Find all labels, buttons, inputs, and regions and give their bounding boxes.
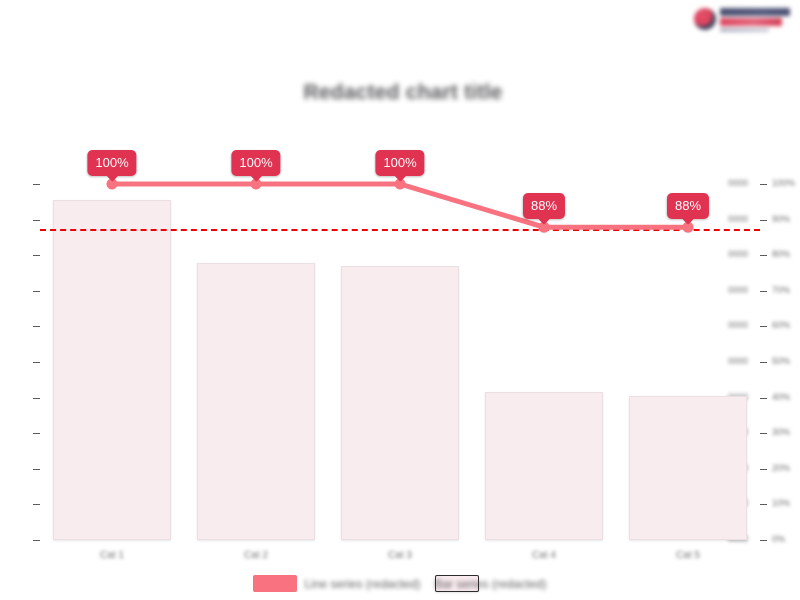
y-axis-label-left: 0000 (727, 356, 748, 366)
y-axis-label-right: 90% (772, 213, 791, 224)
y-axis-tick-right (760, 362, 767, 363)
x-axis-label: Cat 3 (388, 550, 412, 561)
y-axis-tick-left (33, 540, 40, 541)
legend-swatch-bar (434, 575, 479, 592)
y-axis-tick-left (33, 468, 40, 470)
y-axis-tick-left (33, 326, 40, 328)
y-axis-label-right: 80% (772, 249, 791, 260)
y-axis-label-right: 60% (772, 320, 791, 331)
y-axis-label-left: 0000 (727, 213, 748, 224)
threshold-line (40, 229, 760, 232)
y-axis-tick-right (760, 219, 767, 221)
plot-area: 0000 100% 0000 90% 0000 80% 0000 70% 0000 60% 0000… (33, 150, 795, 561)
y-axis-tick-right (760, 540, 767, 541)
value-badge: 88% (666, 193, 710, 220)
value-badge: 100% (87, 150, 137, 176)
y-axis-tick-left (33, 184, 40, 185)
y-axis-label-right: 100% (772, 178, 796, 188)
value-badge: 88% (522, 193, 566, 220)
bar (197, 262, 315, 540)
bar (629, 395, 747, 540)
y-axis-label-left: 0000 (727, 249, 748, 260)
y-axis-tick-right (760, 504, 767, 506)
x-axis-label: Cat 2 (244, 550, 268, 561)
y-axis-tick-left (33, 397, 40, 399)
legend-swatch-line (253, 575, 298, 592)
y-axis-label-right: 30% (772, 427, 791, 438)
y-axis-tick-right (760, 397, 767, 399)
y-axis-label-left: 0000 (727, 284, 748, 295)
legend-item[interactable]: Line series (redacted) (253, 575, 421, 592)
x-axis-label: Cat 1 (100, 550, 124, 561)
y-axis-tick-right (760, 290, 767, 292)
legend-item[interactable]: Bar series (redacted) (434, 575, 547, 592)
y-axis-tick-right (760, 326, 767, 328)
y-axis-label-right: 0% (772, 534, 786, 544)
y-axis-tick-right (760, 255, 767, 257)
y-axis-tick-right (760, 184, 767, 185)
logo-wordmark (720, 6, 790, 32)
y-axis-label-left: 0000 (727, 320, 748, 331)
y-axis-tick-left (33, 290, 40, 292)
x-axis-label: Cat 5 (676, 550, 700, 561)
page-title: Redacted chart title (303, 81, 503, 104)
value-badge: 100% (231, 150, 281, 176)
y-axis-tick-right (760, 468, 767, 470)
y-axis-label-left: 0000 (727, 178, 748, 188)
legend-label: Bar series (redacted) (434, 576, 547, 591)
y-axis-label-right: 20% (772, 462, 791, 473)
logo-mark-icon (694, 8, 716, 30)
y-axis-tick-left (33, 255, 40, 257)
y-axis-tick-right (760, 433, 767, 435)
bar (485, 392, 603, 540)
y-axis-tick-left (33, 504, 40, 506)
y-axis-tick-left (33, 219, 40, 221)
y-axis-label-right: 70% (772, 284, 791, 295)
y-axis-tick-left (33, 362, 40, 363)
bar (341, 266, 459, 540)
chart-legend: Line series (redacted) Bar series (redact… (0, 575, 800, 592)
y-axis-label-right: 40% (772, 391, 791, 402)
value-badge: 100% (375, 150, 425, 176)
y-axis-label-right: 50% (772, 356, 791, 366)
legend-label: Line series (redacted) (304, 576, 421, 591)
bar (53, 199, 171, 540)
company-logo (694, 4, 790, 34)
y-axis-label-right: 10% (772, 498, 791, 509)
x-axis-label: Cat 4 (532, 550, 556, 561)
y-axis-tick-left (33, 433, 40, 435)
